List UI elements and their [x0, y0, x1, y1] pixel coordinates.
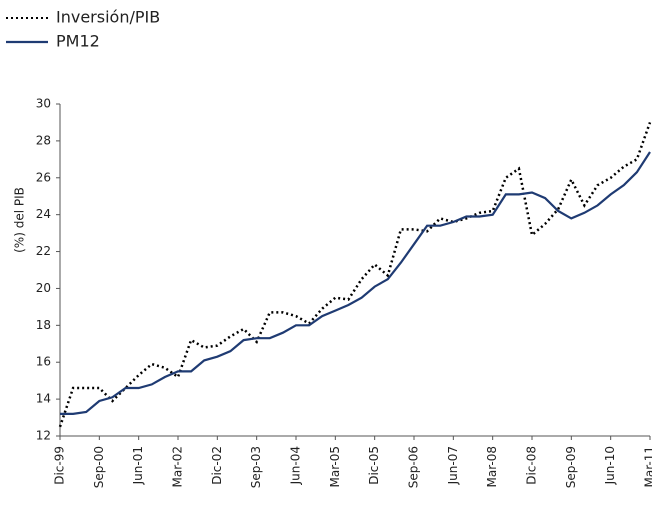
y-tick-label: 16 — [36, 355, 51, 369]
x-tick-label: Dic-02 — [210, 446, 224, 485]
x-tick-label: Dic-08 — [525, 446, 539, 485]
x-tick-label: Mar-02 — [171, 446, 185, 487]
series-line — [60, 151, 651, 415]
y-tick-label: 22 — [36, 244, 51, 258]
x-tick-label: Sep-00 — [92, 446, 106, 488]
x-tick-label: Sep-06 — [407, 446, 421, 488]
y-axis-label: (%) del PIB — [13, 187, 27, 253]
y-tick-label: 18 — [36, 318, 51, 332]
x-tick-label: Jun-01 — [131, 446, 145, 485]
x-tick-label: Dic-05 — [367, 446, 381, 485]
x-tick-label: Sep-03 — [249, 446, 263, 488]
y-tick-label: 26 — [36, 170, 51, 184]
y-tick-label: 24 — [36, 207, 51, 221]
y-tick-label: 30 — [36, 97, 51, 111]
legend-label: PM12 — [56, 32, 100, 51]
series-line — [58, 121, 652, 428]
x-tick-label: Jun-04 — [289, 446, 303, 485]
y-tick-label: 12 — [36, 429, 51, 443]
legend-label: Inversión/PIB — [56, 8, 160, 27]
x-tick-label: Sep-09 — [564, 446, 578, 488]
x-tick-label: Jun-07 — [446, 446, 460, 485]
x-tick-label: Dic-99 — [53, 446, 67, 485]
x-tick-label: Jun-10 — [603, 446, 617, 485]
x-tick-label: Mar-08 — [485, 446, 499, 487]
y-tick-label: 14 — [36, 392, 51, 406]
y-tick-label: 28 — [36, 133, 51, 147]
y-tick-label: 20 — [36, 281, 51, 295]
x-tick-label: Mar-05 — [328, 446, 342, 487]
x-tick-label: Mar-11 — [643, 446, 652, 487]
